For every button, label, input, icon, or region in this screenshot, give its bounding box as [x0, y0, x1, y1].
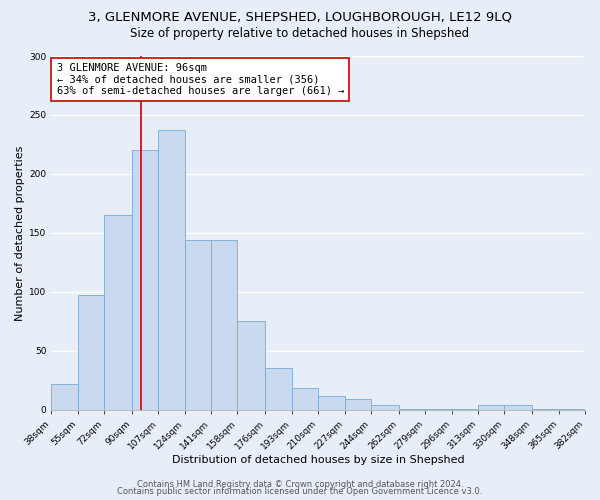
- Bar: [292, 388, 318, 409]
- Text: 3, GLENMORE AVENUE, SHEPSHED, LOUGHBOROUGH, LE12 9LQ: 3, GLENMORE AVENUE, SHEPSHED, LOUGHBOROU…: [88, 10, 512, 23]
- Text: Size of property relative to detached houses in Shepshed: Size of property relative to detached ho…: [130, 28, 470, 40]
- X-axis label: Distribution of detached houses by size in Shepshed: Distribution of detached houses by size …: [172, 455, 464, 465]
- Bar: [185, 240, 211, 410]
- Bar: [371, 405, 399, 409]
- Bar: [399, 408, 425, 410]
- Bar: [559, 408, 585, 410]
- Text: Contains HM Land Registry data © Crown copyright and database right 2024.: Contains HM Land Registry data © Crown c…: [137, 480, 463, 489]
- Bar: [132, 150, 158, 410]
- Bar: [104, 215, 132, 410]
- Bar: [77, 296, 104, 410]
- Y-axis label: Number of detached properties: Number of detached properties: [15, 145, 25, 320]
- Bar: [318, 396, 344, 409]
- Bar: [211, 240, 238, 410]
- Bar: [158, 130, 185, 409]
- Bar: [478, 405, 505, 409]
- Text: 3 GLENMORE AVENUE: 96sqm
← 34% of detached houses are smaller (356)
63% of semi-: 3 GLENMORE AVENUE: 96sqm ← 34% of detach…: [56, 63, 344, 96]
- Bar: [452, 408, 478, 410]
- Bar: [238, 322, 265, 410]
- Bar: [505, 405, 532, 409]
- Text: Contains public sector information licensed under the Open Government Licence v3: Contains public sector information licen…: [118, 487, 482, 496]
- Bar: [265, 368, 292, 410]
- Bar: [425, 408, 452, 410]
- Bar: [532, 408, 559, 410]
- Bar: [344, 399, 371, 409]
- Bar: [51, 384, 77, 409]
